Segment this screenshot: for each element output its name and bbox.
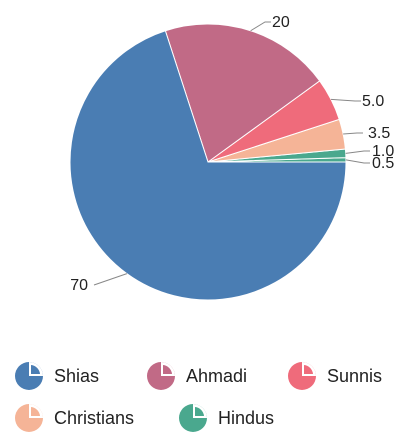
pie-slice-ahmadi[interactable] (164, 23, 321, 163)
legend-item-hindus[interactable]: Hindus (178, 403, 274, 433)
pie-chart-icon (147, 362, 175, 390)
leader-line (345, 150, 370, 154)
leader-line (330, 98, 361, 102)
leader-line (250, 21, 271, 32)
legend-label: Hindus (218, 407, 275, 428)
legend-item-sunnis[interactable]: Sunnis (287, 361, 382, 391)
data-label: 3.5 (368, 125, 390, 142)
leader-line (345, 159, 370, 164)
legend-label: Ahmadi (186, 365, 248, 386)
data-label: 0.5 (372, 155, 394, 172)
legend-item-ahmadi[interactable]: Ahmadi (146, 361, 247, 391)
leader-line (93, 273, 128, 286)
data-label: 1.0 (372, 143, 394, 160)
pie-chart-icon (15, 362, 43, 390)
pie-slice-shias[interactable] (69, 30, 347, 301)
pie-chart-icon (288, 362, 316, 390)
leader-line (343, 132, 363, 135)
pie-chart-icon (15, 404, 43, 432)
data-label: 20 (272, 14, 290, 31)
legend-label: Christians (54, 407, 135, 428)
legend-item-christians[interactable]: Christians (14, 403, 134, 433)
legend-item-shias[interactable]: Shias (14, 361, 99, 391)
data-label: 70 (70, 277, 88, 294)
pie-chart-icon (179, 404, 207, 432)
data-label: 5.0 (362, 93, 384, 110)
legend-label: Shias (54, 365, 100, 386)
legend-label: Sunnis (327, 365, 383, 386)
